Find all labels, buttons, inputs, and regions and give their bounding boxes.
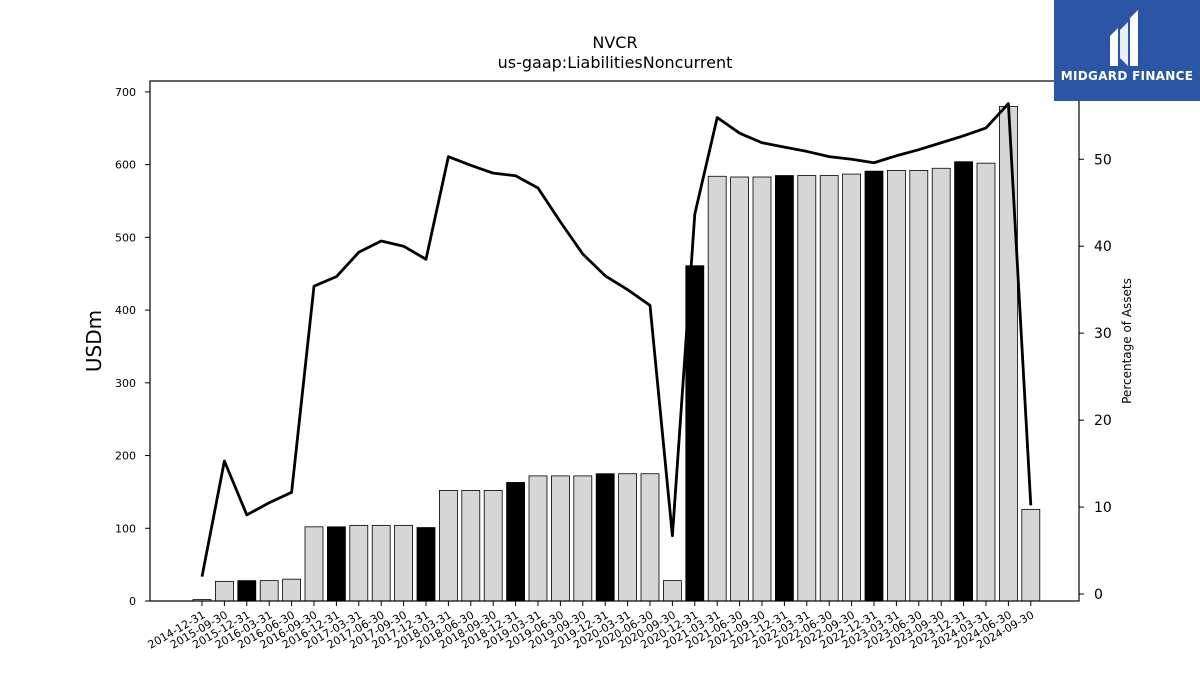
bar	[259, 580, 279, 602]
bar	[618, 473, 637, 602]
bar	[999, 106, 1018, 602]
bar	[214, 580, 234, 602]
bar	[931, 167, 951, 602]
brand-logo: MIDGARD FINANCE	[1054, 0, 1200, 101]
bar	[237, 580, 257, 602]
bar	[461, 490, 481, 602]
y-tick-label: 200	[115, 450, 136, 463]
y-tick-label: 500	[115, 231, 136, 244]
bar	[730, 176, 749, 602]
bar	[775, 175, 794, 602]
logo-mark-icon	[1110, 10, 1138, 66]
x-axis: 2014-12-312015-09-302015-12-312016-03-31…	[146, 601, 1036, 652]
bar	[483, 490, 503, 602]
y-axis-label-right: Percentage of Assets	[1120, 278, 1134, 404]
bar	[819, 175, 839, 602]
bar	[864, 170, 884, 602]
chart-title: NVCR	[592, 33, 637, 52]
y-right-tick-label: 30	[1094, 326, 1112, 342]
bar	[842, 173, 861, 602]
bar	[976, 162, 996, 602]
chart-subtitle: us-gaap:LiabilitiesNoncurrent	[498, 53, 733, 72]
y-right-tick-label: 50	[1094, 152, 1112, 168]
percentage-line	[200, 102, 1033, 577]
bar	[595, 473, 615, 602]
y-axis-left: 0 100 200 300 400 500 600 700	[115, 86, 150, 608]
bar	[909, 170, 929, 602]
logo-text: MIDGARD FINANCE	[1060, 69, 1194, 83]
bar	[438, 490, 458, 602]
bar	[349, 524, 369, 602]
bar	[573, 475, 593, 602]
bar	[506, 482, 526, 602]
bar	[326, 526, 346, 602]
y-right-tick-label: 40	[1094, 239, 1112, 255]
bar	[304, 526, 324, 602]
y-right-tick-label: 20	[1094, 413, 1112, 429]
bar	[282, 578, 302, 602]
bar	[640, 473, 660, 602]
y-axis-label-left: USDm	[82, 310, 106, 372]
y-axis-right: 0 10 20 30 40 50	[1079, 152, 1112, 603]
line-layer	[200, 102, 1033, 577]
bar	[887, 170, 906, 602]
bar	[663, 580, 682, 602]
bar	[797, 175, 817, 602]
plot-frame	[149, 80, 1080, 602]
bar	[707, 175, 727, 602]
bar	[954, 161, 973, 602]
y-tick-label: 600	[115, 159, 136, 172]
y-tick-label: 100	[115, 522, 136, 535]
y-tick-label: 0	[129, 595, 136, 608]
bar	[551, 475, 570, 602]
bar-group	[192, 106, 1041, 602]
bar	[1021, 508, 1041, 602]
y-right-tick-label: 0	[1094, 587, 1103, 603]
y-tick-label: 700	[115, 86, 136, 99]
y-tick-label: 300	[115, 377, 136, 390]
bar	[394, 524, 414, 602]
bar	[752, 176, 772, 602]
bar	[416, 527, 436, 602]
bar	[371, 524, 391, 602]
bar	[528, 475, 548, 602]
y-tick-label: 400	[115, 304, 136, 317]
y-right-tick-label: 10	[1094, 500, 1112, 516]
